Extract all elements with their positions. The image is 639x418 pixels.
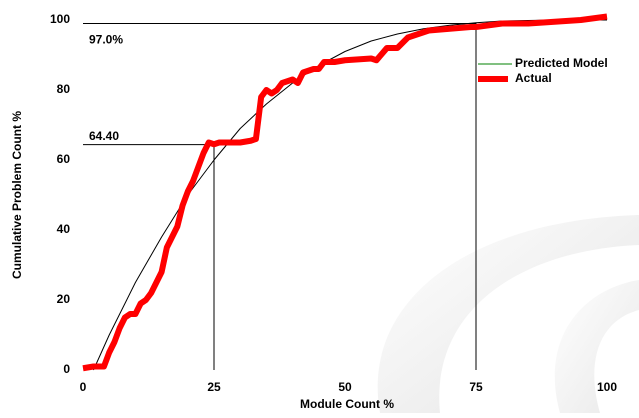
x-tick-label: 0 — [80, 380, 87, 394]
y-tick-label: 100 — [50, 12, 70, 26]
x-tick-label: 100 — [597, 380, 617, 394]
y-tick-label: 20 — [57, 292, 71, 306]
reference-line — [83, 23, 477, 370]
y-tick-label: 80 — [57, 82, 71, 96]
y-tick-label: 0 — [63, 362, 70, 376]
x-axis-label: Module Count % — [300, 397, 394, 411]
y-tick-label: 60 — [57, 152, 71, 166]
y-tick-label: 40 — [57, 222, 71, 236]
x-tick-label: 50 — [338, 380, 352, 394]
series-line — [82, 13, 608, 372]
annotation: 64.40 — [89, 129, 119, 143]
x-tick-label: 25 — [207, 380, 221, 394]
y-axis-label: Cumulative Problem Count % — [10, 111, 24, 279]
legend-label: Predicted Model — [515, 56, 608, 70]
legend-label: Actual — [515, 71, 552, 85]
x-tick-label: 75 — [469, 380, 483, 394]
background-swoosh — [554, 280, 639, 413]
background-swoosh — [377, 215, 639, 413]
annotation: 97.0% — [89, 33, 123, 47]
